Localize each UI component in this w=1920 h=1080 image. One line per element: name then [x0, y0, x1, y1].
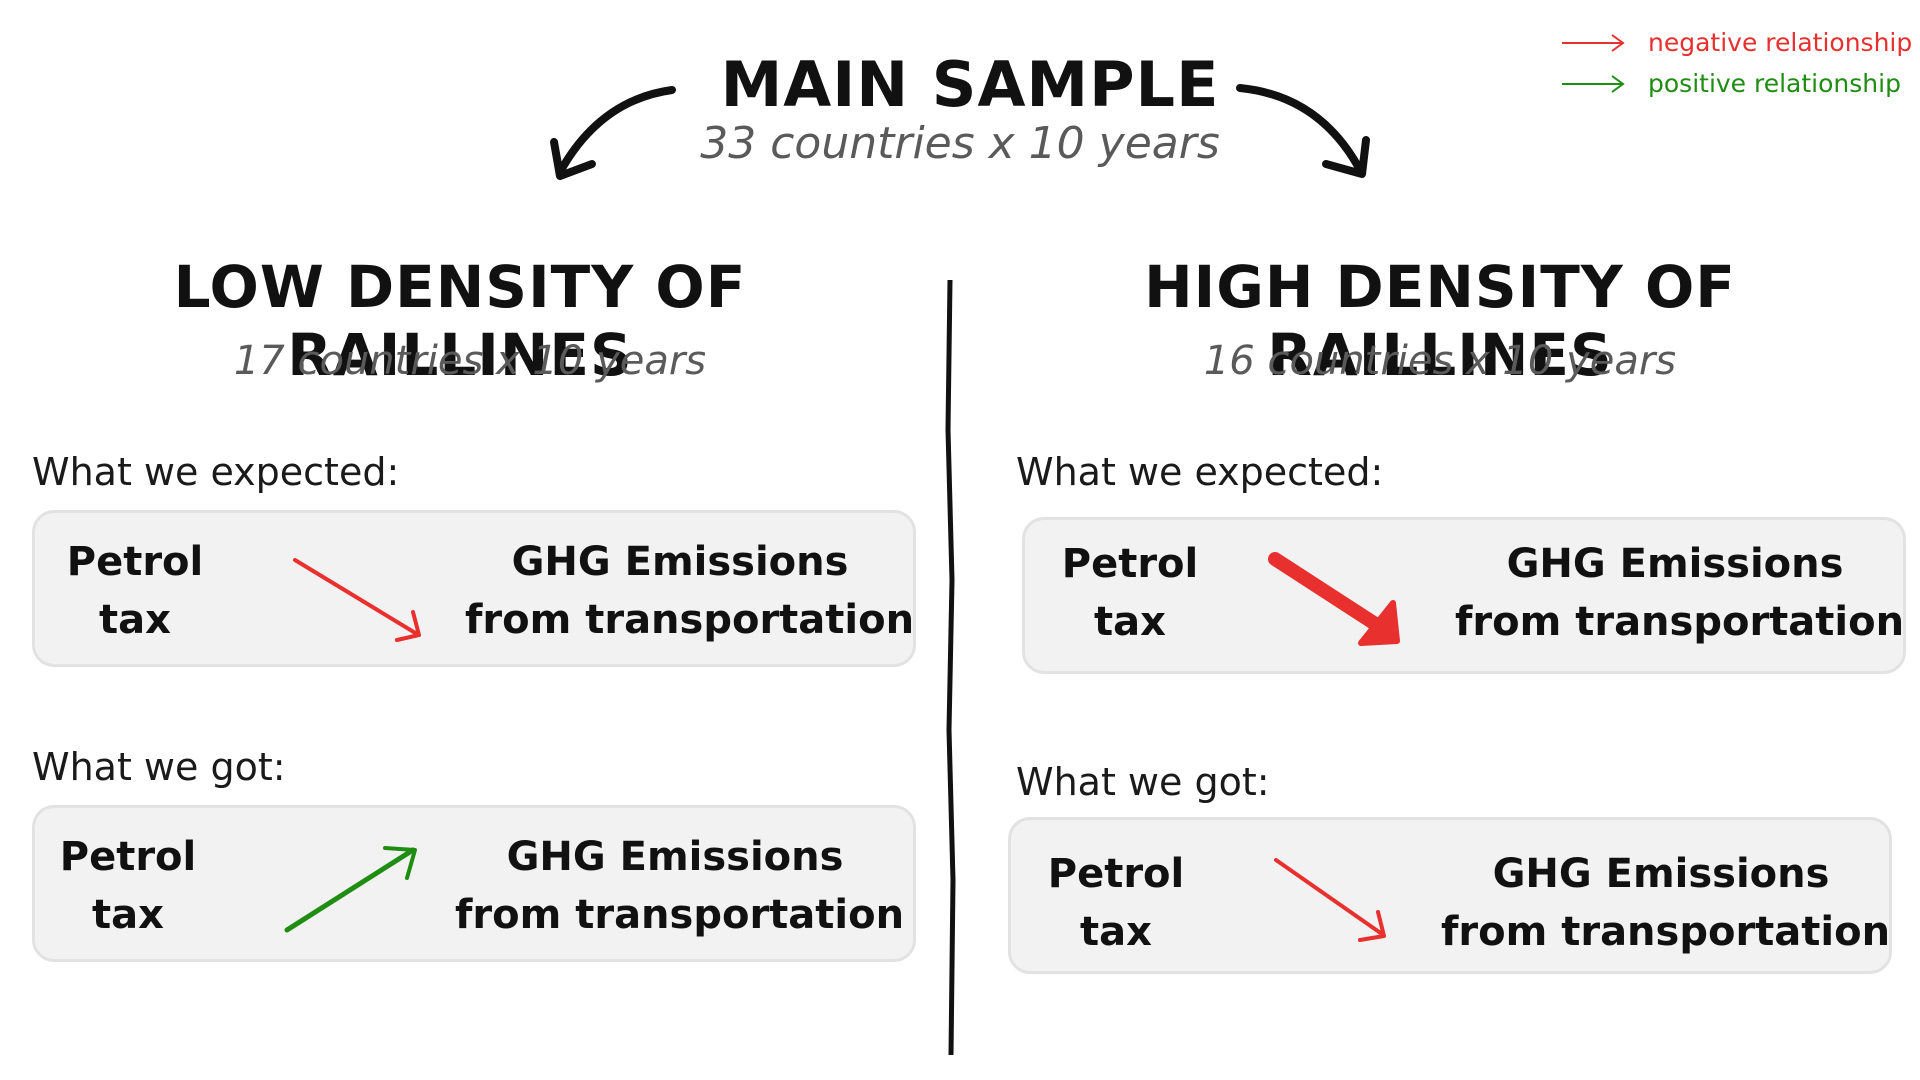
green-arrow-icon [284, 846, 417, 933]
legend-item-positive: positive relationship [1560, 69, 1912, 98]
high-got-box: Petrol tax GHG Emissions from transporta… [1008, 817, 1892, 974]
low-expected-label: What we expected: [32, 450, 400, 494]
red-arrow-icon [1274, 858, 1386, 942]
legend-label-positive: positive relationship [1648, 69, 1901, 98]
petrol-tax-label: Petrol tax [66, 539, 204, 643]
red-arrow-icon [293, 558, 421, 642]
ghg-emissions-label: GHG Emissions from transportation [455, 834, 905, 938]
high-expected-box: Petrol tax GHG Emissions from transporta… [1022, 517, 1906, 674]
high-expected-label: What we expected: [1016, 450, 1384, 494]
legend-label-negative: negative relationship [1648, 28, 1913, 57]
curved-arrow-left-icon [550, 86, 676, 180]
legend-item-negative: negative relationship [1560, 28, 1912, 57]
low-got-label: What we got: [32, 745, 286, 789]
green-arrow-icon [1562, 74, 1625, 93]
ghg-emissions-label: GHG Emissions from transportation [1455, 541, 1905, 645]
curved-arrow-right-icon [1236, 84, 1370, 178]
legend: negative relationship positive relations… [1560, 28, 1912, 98]
ghg-emissions-label: GHG Emissions from transportation [465, 539, 915, 643]
main-title: MAIN SAMPLE [720, 48, 1220, 121]
low-got-box: Petrol tax GHG Emissions from transporta… [32, 805, 916, 962]
low-expected-box: Petrol tax GHG Emissions from transporta… [32, 510, 916, 667]
low-density-subtitle: 17 countries x 10 years [233, 338, 707, 384]
column-divider [945, 280, 956, 1055]
high-density-title: HIGH DENSITY OF RAILLINES [1144, 253, 1736, 389]
ghg-emissions-label: GHG Emissions from transportation [1441, 851, 1891, 955]
thick-red-arrow-icon [1268, 552, 1400, 646]
high-got-label: What we got: [1016, 760, 1270, 804]
main-subtitle: 33 countries x 10 years [700, 118, 1220, 169]
low-density-title: LOW DENSITY OF RAILLINES [173, 253, 747, 389]
high-density-subtitle: 16 countries x 10 years [1203, 338, 1677, 384]
red-arrow-icon [1562, 33, 1625, 52]
petrol-tax-label: Petrol tax [1047, 851, 1185, 955]
petrol-tax-label: Petrol tax [59, 834, 197, 938]
petrol-tax-label: Petrol tax [1061, 541, 1199, 645]
